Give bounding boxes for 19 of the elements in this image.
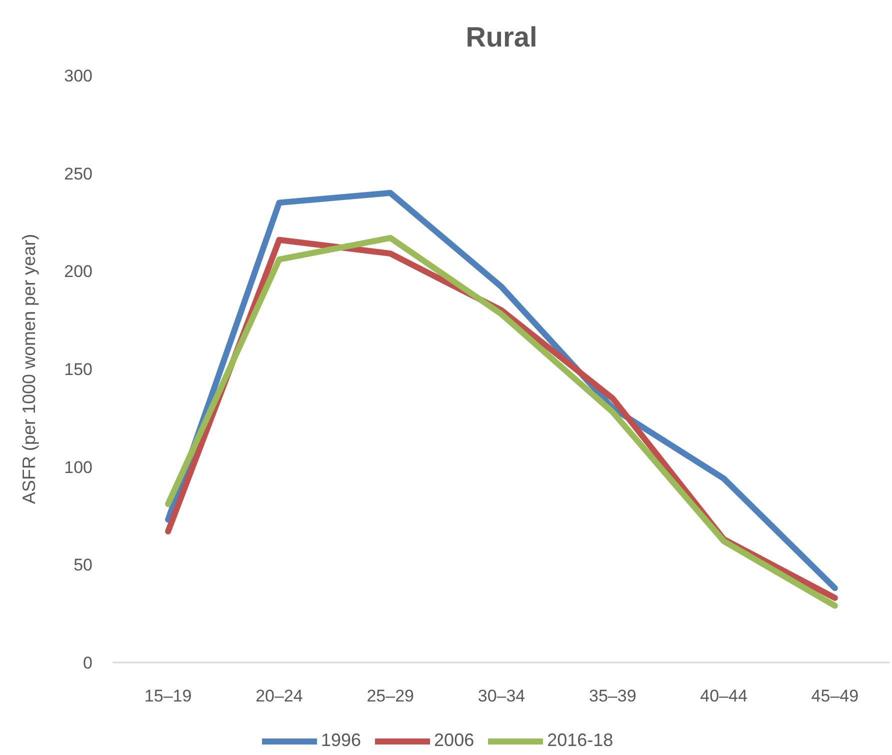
y-axis-title: ASFR (per 1000 women per year) <box>19 234 40 504</box>
y-tick-label: 250 <box>64 164 93 184</box>
x-tick-label: 45–49 <box>811 686 859 706</box>
x-tick-label: 40–44 <box>700 686 748 706</box>
y-tick-label: 200 <box>64 262 93 282</box>
x-tick-label: 20–24 <box>256 686 303 706</box>
chart-title: Rural <box>466 22 538 52</box>
x-tick-label: 25–29 <box>366 686 414 706</box>
y-tick-label: 300 <box>64 66 93 86</box>
x-tick-label: 30–34 <box>478 686 526 706</box>
y-tick-label: 150 <box>64 360 93 379</box>
legend-label: 2006 <box>434 730 474 751</box>
x-tick-label: 35–39 <box>589 686 636 706</box>
y-tick-label: 100 <box>64 458 93 477</box>
legend-label: 2016-18 <box>547 730 614 751</box>
legend-label: 1996 <box>321 730 362 751</box>
y-tick-label: 50 <box>74 556 93 575</box>
y-tick-label: 0 <box>83 654 93 672</box>
x-tick-label: 15–19 <box>144 686 192 706</box>
